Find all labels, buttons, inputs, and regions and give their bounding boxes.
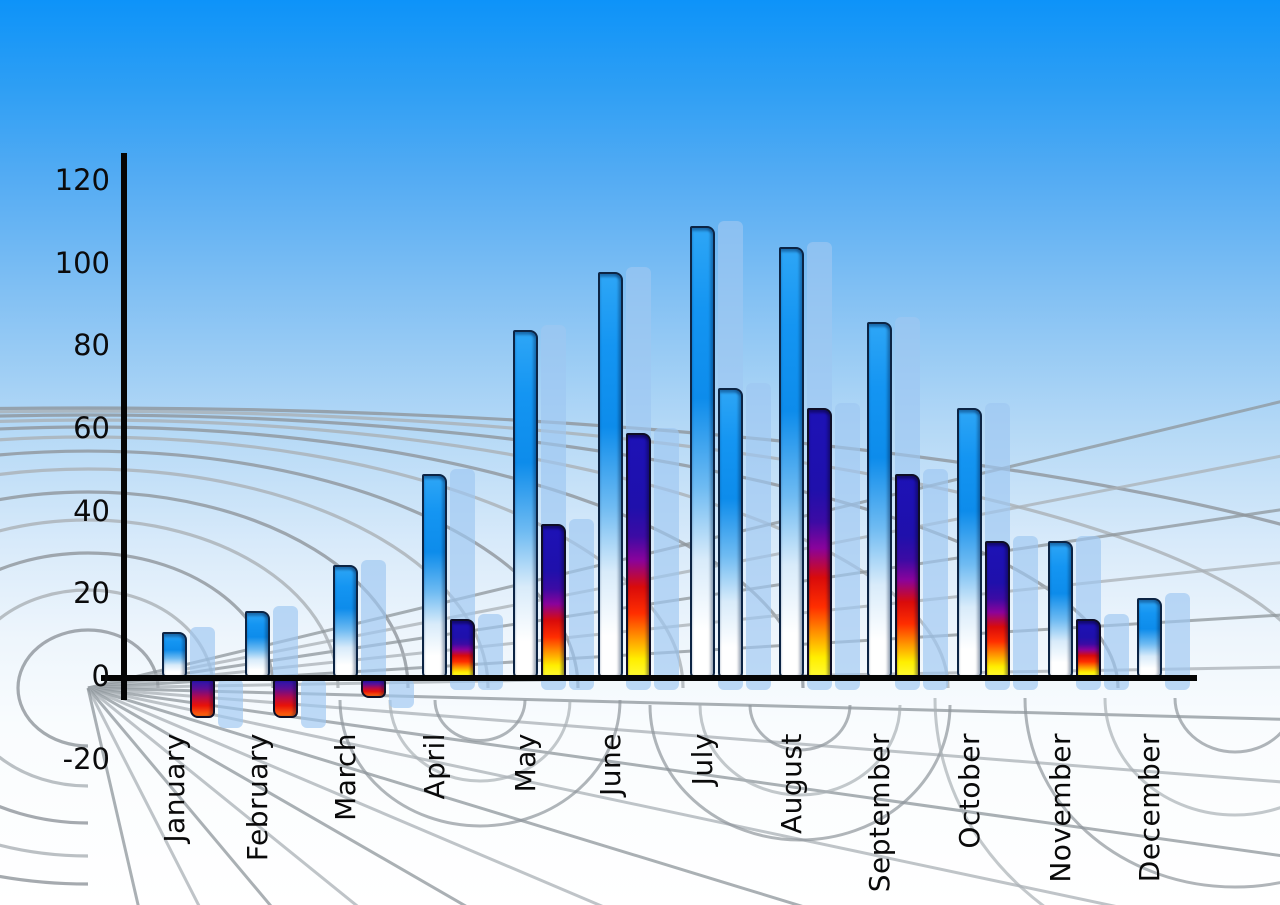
y-axis-tick-label: 60 [73, 411, 110, 445]
x-axis-line [101, 675, 1197, 681]
bar-may-series2-shadow [569, 519, 594, 690]
bar-december-series1-shadow [1165, 593, 1190, 690]
x-axis-month-label-october: October [952, 733, 986, 849]
bar-march-series2-shadow [389, 679, 414, 708]
bar-april-series2 [450, 619, 475, 678]
x-axis-month-label-june: June [593, 733, 627, 796]
bar-july-series1 [690, 226, 715, 678]
bar-july-series2-shadow [746, 382, 771, 690]
bar-april-series1 [422, 474, 447, 678]
bar-september-series2-shadow [923, 469, 948, 690]
bar-august-series2-shadow [835, 403, 860, 690]
bar-june-series1 [598, 271, 623, 678]
x-axis-month-label-january: January [157, 733, 191, 843]
bar-july-series2 [718, 387, 743, 678]
y-axis-line [121, 153, 127, 700]
x-axis-month-label-may: May [508, 733, 542, 793]
x-axis-month-label-march: March [328, 733, 362, 821]
bar-january-series2 [190, 679, 215, 719]
bar-november-series1 [1048, 540, 1073, 678]
y-axis-tick-label: -20 [62, 741, 110, 776]
y-axis-tick-label: 120 [54, 163, 110, 197]
bar-february-series2 [273, 679, 298, 719]
x-axis-month-label-august: August [774, 733, 808, 834]
bar-march-series1-shadow [361, 560, 386, 690]
y-axis-tick-label: 80 [73, 328, 110, 363]
y-axis-tick-label: 100 [54, 245, 110, 280]
x-axis-month-label-november: November [1043, 733, 1077, 883]
bar-may-series1 [513, 329, 538, 678]
bar-february-series2-shadow [301, 679, 326, 729]
bar-june-series2-shadow [654, 428, 679, 690]
bar-october-series1 [957, 408, 982, 678]
bar-march-series1 [333, 565, 358, 678]
bar-october-series2-shadow [1013, 535, 1038, 690]
x-axis-month-label-july: July [685, 733, 719, 786]
y-axis-tick-label: 0 [91, 659, 110, 693]
bar-august-series1 [779, 247, 804, 678]
bar-september-series1 [867, 321, 892, 678]
bar-november-series2 [1076, 619, 1101, 678]
y-axis-tick-label: 20 [73, 576, 110, 611]
bar-january-series2-shadow [218, 679, 243, 729]
x-axis-month-label-september: September [862, 733, 896, 893]
bar-january-series1 [162, 631, 187, 678]
bar-december-series1 [1137, 598, 1162, 678]
x-axis-month-label-december: December [1132, 733, 1166, 883]
bar-august-series2 [807, 408, 832, 678]
bar-september-series2 [895, 474, 920, 678]
x-axis-month-label-april: April [417, 733, 451, 800]
bar-february-series1 [245, 610, 270, 678]
bar-october-series2 [985, 540, 1010, 678]
x-axis-month-label-february: February [240, 733, 274, 862]
y-axis-tick-label: 40 [73, 493, 110, 528]
